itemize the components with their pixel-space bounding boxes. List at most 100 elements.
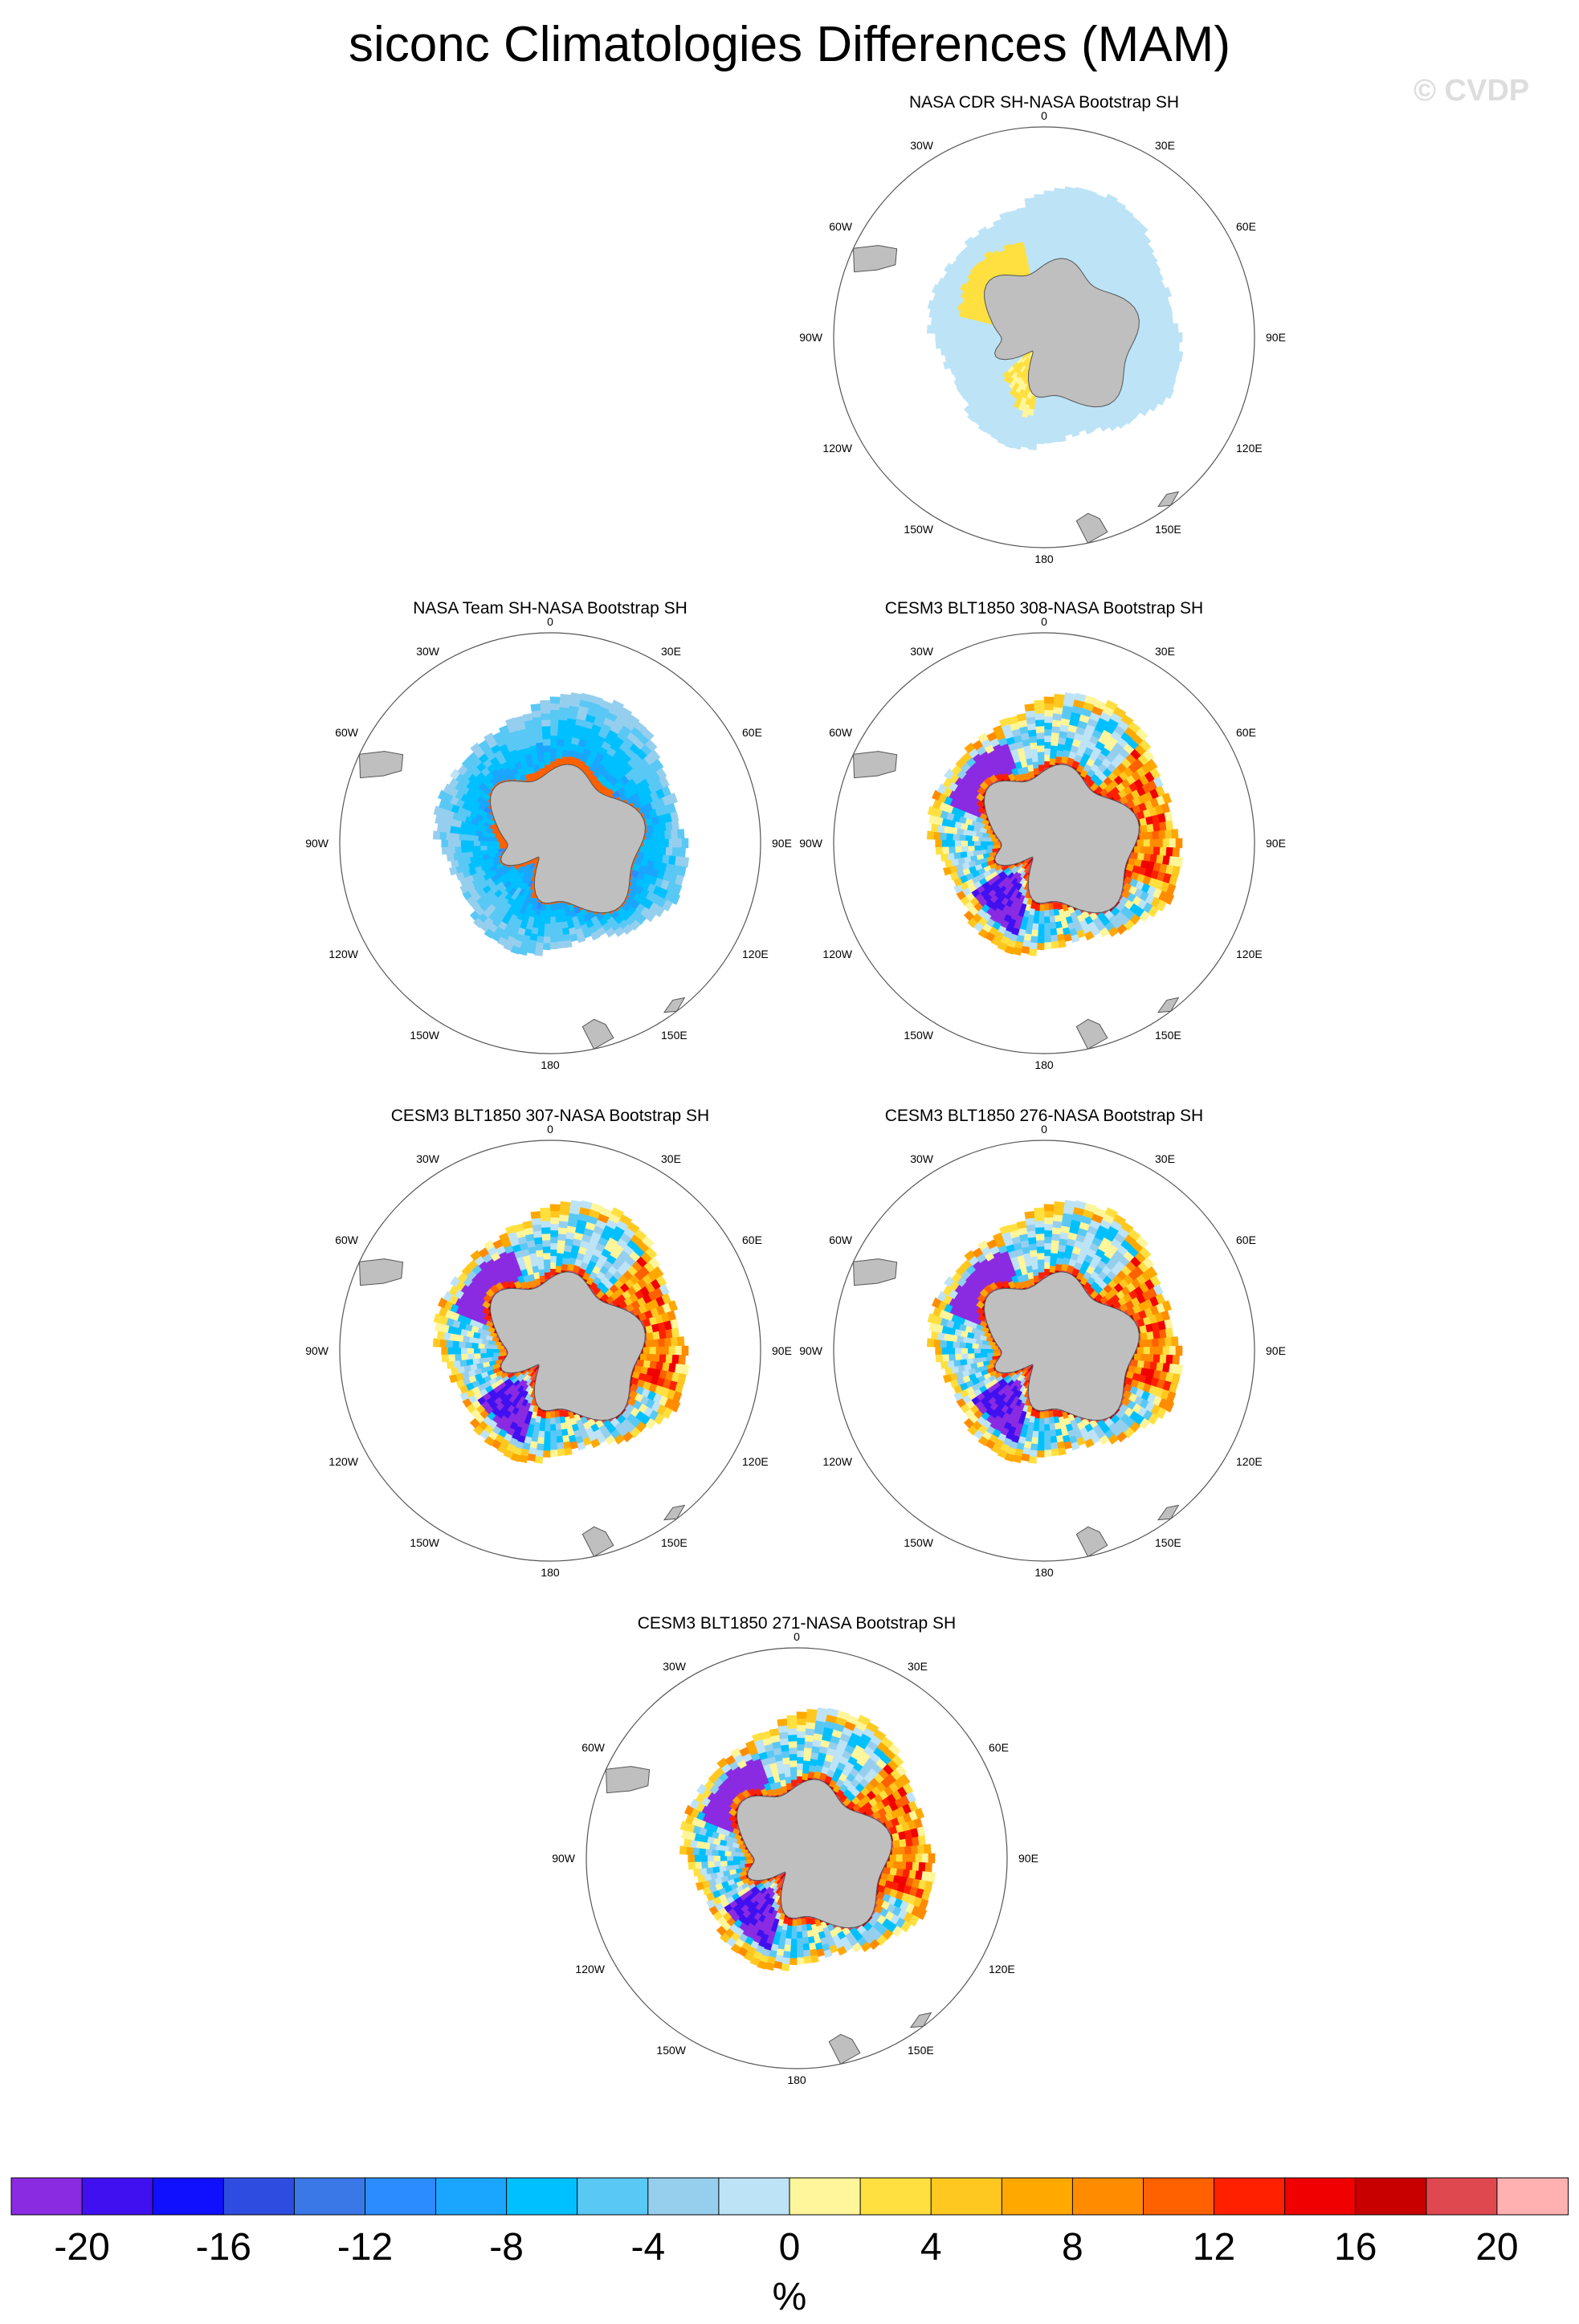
south-america-landmass (852, 245, 898, 273)
longitude-label: 90E (1266, 1344, 1286, 1357)
longitude-label: 120E (742, 1455, 769, 1468)
longitude-label: 90W (799, 331, 823, 344)
colorbar: -20 -16 -12 -8 -4 0 4 8 12 16 20% (10, 2177, 1569, 2318)
longitude-label: 150E (661, 1029, 687, 1042)
map-panel: CESM3 BLT1850 307-NASA Bootstrap SH0 30E 6… (305, 1107, 792, 1579)
panel-title: CESM3 BLT1850 307-NASA Bootstrap SH (391, 1107, 709, 1125)
sea-ice-field (340, 633, 761, 1054)
map-boundary (833, 1140, 1255, 1562)
longitude-label: 150E (1155, 1029, 1181, 1042)
longitude-label: 60E (1236, 726, 1256, 739)
longitude-label: 30E (661, 1152, 681, 1165)
map-boundary (833, 126, 1255, 548)
antarctica-landmass (983, 764, 1140, 914)
colorbar-unit-label: % (773, 2276, 807, 2318)
panel-title: CESM3 BLT1850 271-NASA Bootstrap SH (638, 1614, 956, 1633)
map-panel: NASA Team SH-NASA Bootstrap SH0 30E 60E 90E… (305, 599, 792, 1071)
colorbar-swatch (10, 2177, 84, 2216)
longitude-label: 60W (335, 1233, 359, 1246)
sea-ice-field (586, 1648, 1007, 2069)
longitude-label: 0 (1041, 1123, 1047, 1135)
map-panel: CESM3 BLT1850 271-NASA Bootstrap SH0 30E 6… (552, 1614, 1038, 2086)
sea-ice-field (834, 127, 1255, 548)
south-america-landmass (852, 751, 898, 779)
colorbar-swatch (1355, 2177, 1427, 2216)
colorbar-swatch (577, 2177, 649, 2216)
colorbar-tick-label: -12 (337, 2226, 393, 2269)
colorbar-tick-label: 16 (1334, 2226, 1377, 2269)
longitude-label: 60W (829, 220, 853, 233)
antarctica-landmass (489, 764, 646, 914)
longitude-label: 30E (1155, 645, 1175, 658)
longitude-label: 120E (1236, 1455, 1263, 1468)
sea-ice-field (834, 1140, 1255, 1561)
longitude-label: 60W (829, 726, 853, 739)
south-america-landmass (358, 1258, 404, 1286)
colorbar-swatch (718, 2177, 791, 2216)
new-zealand-landmass (1075, 512, 1108, 544)
antarctica-landmass (489, 1271, 646, 1421)
longitude-label: 60E (742, 1233, 762, 1246)
longitude-label: 30E (1155, 1152, 1175, 1165)
south-america-landmass (605, 1766, 651, 1794)
longitude-label: 150W (904, 1029, 933, 1042)
longitude-label: 150E (661, 1536, 687, 1549)
longitude-label: 0 (794, 1630, 800, 1643)
antarctica-landmass (736, 1779, 892, 1929)
longitude-label: 90W (552, 1852, 576, 1865)
new-zealand-landmass (581, 1526, 614, 1557)
map-boundary (339, 1140, 761, 1562)
map-panel: NASA CDR SH-NASA Bootstrap SH0 30E 60E 90E 1… (799, 93, 1286, 565)
colorbar-tick-label: 0 (779, 2226, 801, 2269)
panel-title: NASA Team SH-NASA Bootstrap SH (413, 599, 687, 618)
colorbar-tick-label: -4 (630, 2226, 665, 2269)
colorbar-swatch (506, 2177, 578, 2216)
longitude-label: 120W (328, 1455, 358, 1468)
colorbar-tick-label: 20 (1475, 2226, 1518, 2269)
longitude-label: 60E (989, 1741, 1009, 1754)
longitude-label: 120E (742, 948, 769, 960)
longitude-label: 90E (772, 1344, 792, 1357)
longitude-label: 180 (541, 1058, 560, 1071)
longitude-label: 60E (1236, 220, 1256, 233)
map-panel: CESM3 BLT1850 276-NASA Bootstrap SH0 30E 6… (799, 1107, 1286, 1579)
longitude-label: 60E (1236, 1233, 1256, 1246)
new-zealand-landmass (1075, 1526, 1108, 1557)
new-zealand-landmass (828, 2033, 861, 2065)
longitude-label: 180 (1034, 1566, 1054, 1579)
tasmania-landmass (1157, 491, 1180, 508)
longitude-label: 90E (772, 837, 792, 850)
colorbar-swatch (930, 2177, 1003, 2216)
colorbar-swatch (1071, 2177, 1144, 2216)
map-boundary (339, 632, 761, 1054)
longitude-label: 90W (799, 1344, 823, 1357)
longitude-label: 90W (305, 837, 329, 850)
longitude-label: 180 (1034, 552, 1054, 565)
colorbar-swatch (435, 2177, 508, 2216)
map-boundary (585, 1647, 1008, 2069)
longitude-label: 150E (1155, 523, 1181, 536)
colorbar-swatch (365, 2177, 437, 2216)
antarctica-landmass (983, 1271, 1140, 1421)
longitude-label: 30W (663, 1660, 687, 1673)
colorbar-tick-label: -16 (196, 2226, 251, 2269)
longitude-label: 150W (410, 1536, 439, 1549)
tasmania-landmass (1157, 1504, 1180, 1521)
panel-title: CESM3 BLT1850 308-NASA Bootstrap SH (885, 599, 1203, 618)
longitude-label: 150E (1155, 1536, 1181, 1549)
longitude-label: 150E (908, 2044, 934, 2057)
antarctica-landmass (983, 258, 1140, 408)
colorbar-tick-label: -8 (489, 2226, 524, 2269)
longitude-label: 0 (1041, 615, 1047, 628)
colorbar-swatch (647, 2177, 720, 2216)
tasmania-landmass (663, 1504, 686, 1521)
colorbar-tick-label: 4 (920, 2226, 942, 2269)
south-america-landmass (852, 1258, 898, 1286)
tasmania-landmass (1157, 997, 1180, 1013)
longitude-label: 30W (910, 1152, 934, 1165)
map-boundary (833, 632, 1255, 1054)
colorbar-swatch (1284, 2177, 1357, 2216)
tasmania-landmass (909, 2012, 932, 2028)
longitude-label: 150W (656, 2044, 686, 2057)
colorbar-swatch (1143, 2177, 1215, 2216)
